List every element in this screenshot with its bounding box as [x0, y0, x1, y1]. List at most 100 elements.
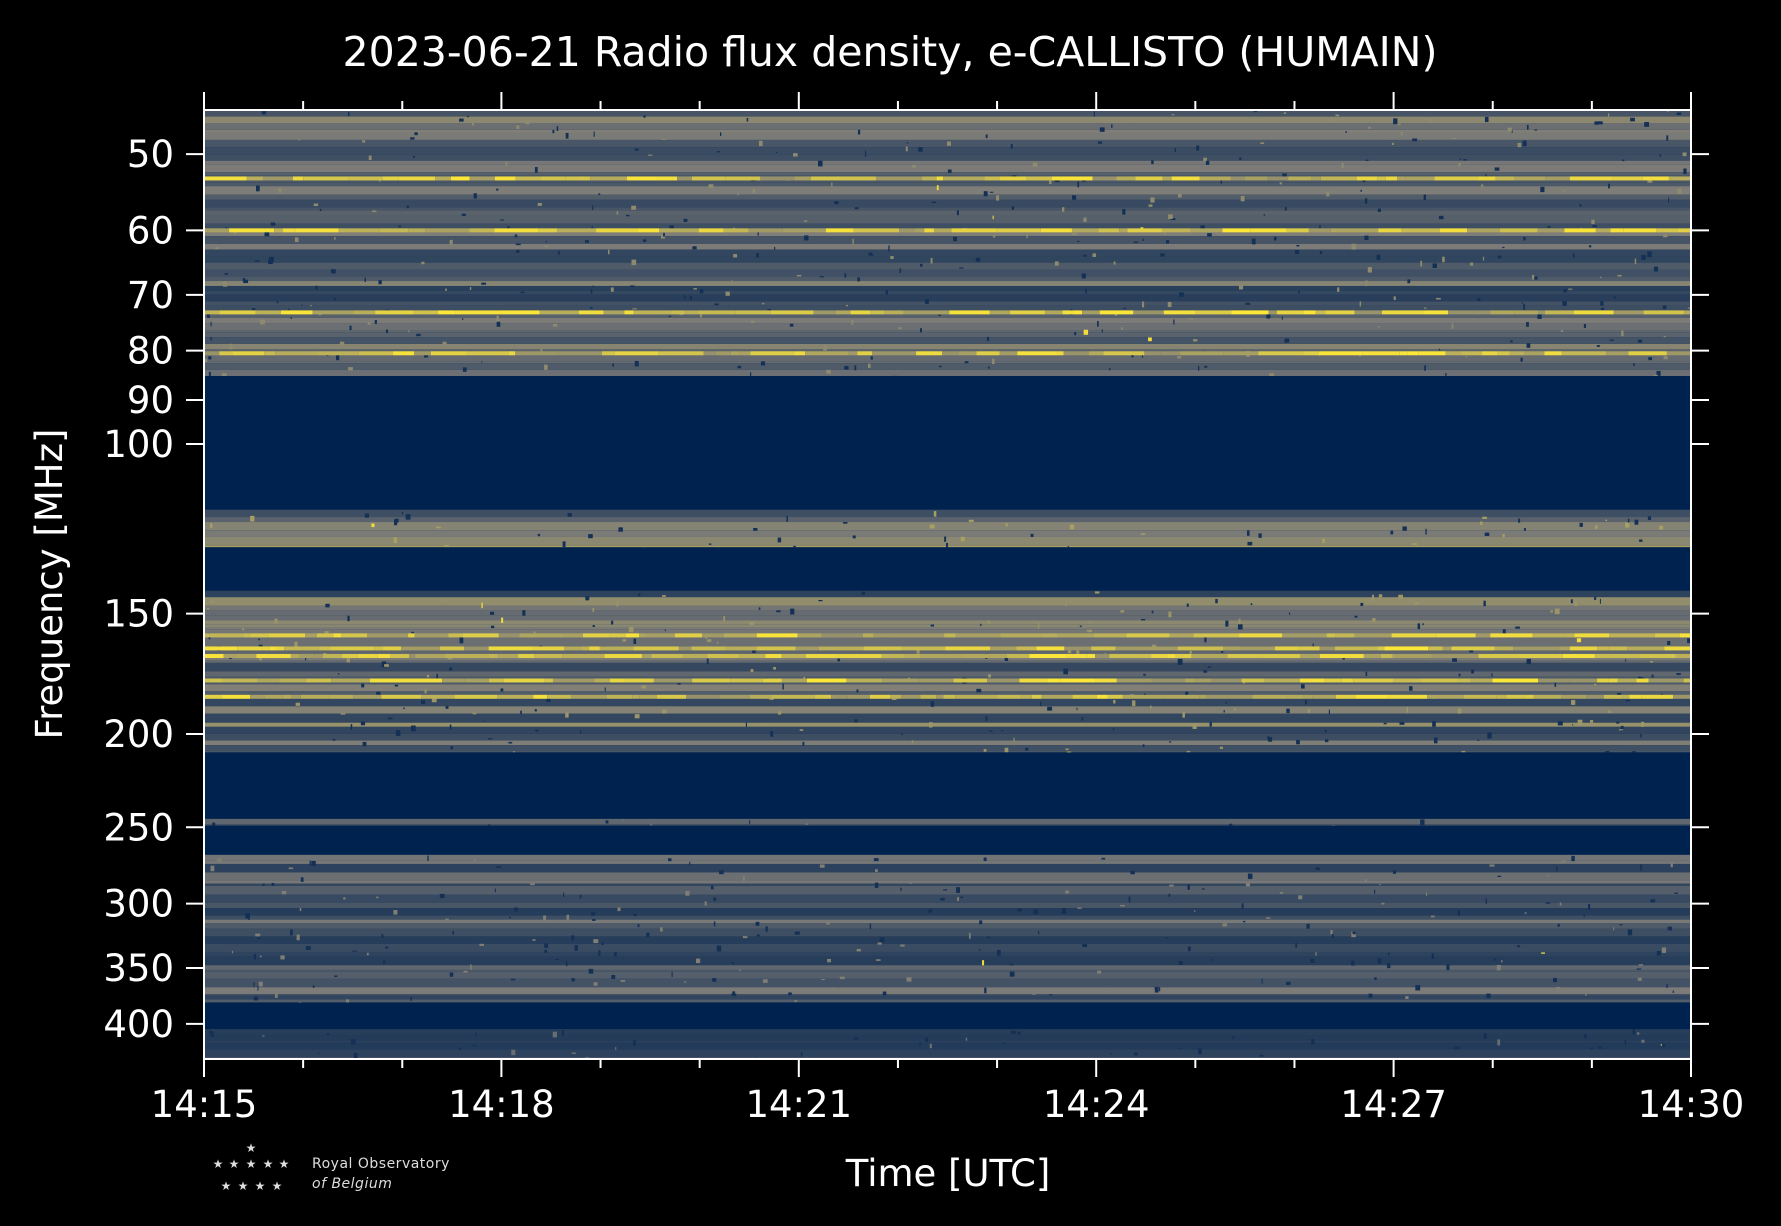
rfi-segment [1026, 176, 1053, 181]
rfi-segment [1175, 654, 1183, 659]
noise-cell [611, 620, 614, 625]
noise-cell [1496, 964, 1501, 971]
noise-cell [333, 298, 336, 301]
rfi-segment [1648, 678, 1684, 683]
noise-cell [315, 285, 318, 290]
noise-cell [616, 211, 619, 215]
rfi-segment [1353, 678, 1393, 683]
noise-cell [462, 318, 464, 320]
rfi-segment [782, 228, 826, 233]
noise-cell [929, 722, 933, 728]
strip [204, 154, 1691, 161]
rfi-segment [1337, 228, 1379, 233]
rfi-segment [1656, 228, 1678, 233]
noise-cell [980, 623, 982, 627]
noise-cell [1376, 254, 1381, 260]
noise-cell [789, 323, 794, 327]
noise-cell [953, 236, 957, 242]
noise-cell [1431, 953, 1434, 959]
rfi-segment [538, 228, 558, 233]
noise-cell [1165, 240, 1170, 244]
noise-cell [742, 936, 748, 939]
noise-cell [1647, 516, 1652, 521]
strip [204, 726, 1691, 734]
rfi-segment [869, 694, 891, 699]
rfi-segment [1436, 633, 1476, 638]
noise-cell [280, 955, 285, 960]
strip [204, 919, 1691, 924]
noise-cell [693, 288, 697, 290]
noise-cell [1329, 118, 1334, 123]
noise-cell [642, 239, 647, 243]
rfi-segment [1463, 694, 1497, 699]
rfi-segment [533, 694, 548, 699]
y-tick-label: 90 [127, 379, 174, 422]
noise-cell [1687, 307, 1692, 309]
noise-cell [1546, 875, 1550, 877]
strip [204, 690, 1691, 698]
noise-cell [1482, 516, 1487, 519]
noise-cell [274, 618, 278, 624]
noise-cell [1083, 329, 1089, 335]
rfi-segment [421, 694, 455, 699]
rfi-segment [781, 678, 808, 683]
rfi-segment [1467, 228, 1500, 233]
rfi-segment [882, 678, 919, 683]
noise-cell [929, 1043, 932, 1049]
rfi-segment [353, 694, 382, 699]
rfi-segment [1603, 694, 1622, 699]
rfi-segment [1561, 694, 1587, 699]
noise-cell [1223, 710, 1225, 713]
rfi-segment [1160, 351, 1180, 356]
noise-cell [1259, 1054, 1264, 1057]
rfi-segment [377, 654, 390, 659]
noise-cell [1579, 522, 1583, 527]
noise-cell [378, 180, 381, 182]
noise-cell [1676, 112, 1682, 116]
noise-cell [1405, 996, 1409, 1000]
noise-cell [1082, 179, 1086, 182]
rfi-segment [1250, 228, 1287, 233]
noise-cell [231, 950, 234, 954]
noise-cell [431, 697, 437, 703]
noise-cell [274, 993, 278, 998]
noise-cell [1111, 124, 1113, 128]
noise-cell [1424, 365, 1426, 371]
rfi-segment [963, 654, 1007, 659]
rfi-line-163 [204, 646, 1691, 651]
rfi-segment [1636, 678, 1649, 683]
rfi-segment [1496, 694, 1507, 699]
noise-cell [1556, 866, 1558, 872]
rfi-segment [1392, 654, 1432, 659]
strip [204, 172, 1691, 176]
noise-cell [1140, 227, 1144, 230]
rfi-segment [639, 694, 657, 699]
rfi-segment [990, 646, 1017, 651]
noise-cell [960, 536, 965, 542]
y-tick-label: 80 [127, 330, 174, 373]
strip [204, 660, 1691, 663]
noise-cell [1267, 736, 1270, 741]
noise-cell [1502, 629, 1506, 635]
noise-cell [1076, 240, 1080, 242]
noise-cell [1298, 291, 1300, 294]
noise-cell [1494, 167, 1500, 171]
noise-cell [311, 860, 316, 866]
rfi-segment [1064, 646, 1092, 651]
noise-cell [395, 730, 401, 736]
noise-cell [207, 607, 210, 610]
rfi-segment [1303, 310, 1316, 315]
strip [204, 745, 1691, 752]
rfi-segment [398, 176, 436, 181]
rfi-segment [274, 228, 283, 233]
rfi-segment [903, 633, 945, 638]
noise-cell [440, 600, 442, 602]
noise-cell [906, 977, 912, 982]
strip [204, 323, 1691, 331]
rfi-segment [1519, 654, 1563, 659]
rfi-segment [651, 654, 683, 659]
y-tick-label: 150 [103, 593, 174, 636]
noise-cell [589, 307, 593, 309]
noise-cell [1113, 261, 1116, 265]
rfi-segment [702, 633, 724, 638]
